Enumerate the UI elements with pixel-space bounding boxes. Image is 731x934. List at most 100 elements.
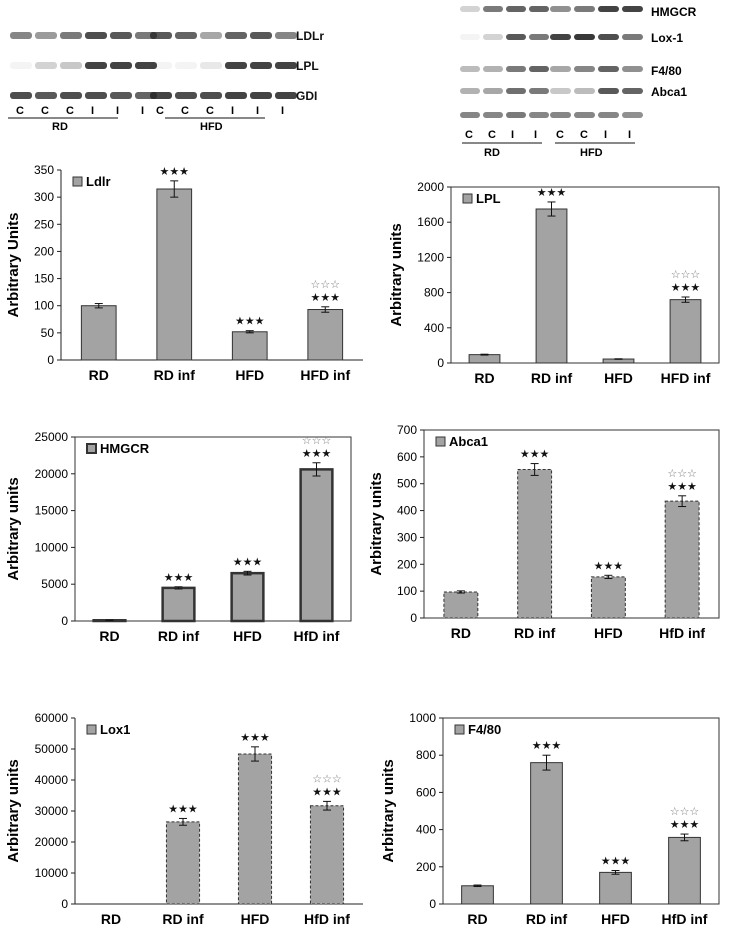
blot-band — [10, 32, 32, 39]
lane-label: I — [256, 105, 259, 117]
significance-marker: ★★★ — [312, 786, 342, 798]
bar — [590, 576, 626, 619]
blot-band — [460, 88, 480, 94]
blot-band — [622, 66, 643, 72]
significance-marker: ★★★ — [159, 166, 189, 178]
blot-band — [550, 34, 571, 40]
bar — [517, 468, 553, 619]
blot-band — [460, 112, 480, 118]
x-tick-label: HFD — [604, 370, 633, 386]
lane-label: I — [281, 105, 284, 117]
y-tick-label: 40000 — [35, 773, 69, 787]
x-tick-label: HFD — [594, 625, 623, 641]
y-tick-label: 200 — [34, 244, 54, 258]
blot-band — [110, 92, 132, 99]
y-tick-label: 200 — [397, 557, 417, 571]
significance-marker: ★★★ — [537, 187, 567, 199]
lane-label: C — [206, 105, 214, 117]
bar — [165, 821, 201, 905]
bar — [307, 309, 344, 361]
blot-band — [85, 92, 107, 99]
y-tick-label: 100 — [34, 299, 54, 313]
y-tick-label: 60000 — [35, 711, 69, 725]
y-tick-label: 800 — [416, 748, 436, 762]
legend-label: LPL — [476, 191, 501, 206]
significance-marker: ★★★ — [168, 803, 198, 815]
blot-band — [225, 32, 247, 39]
x-tick-label: RD — [474, 370, 494, 386]
blot-band — [200, 62, 222, 69]
y-tick-label: 1200 — [417, 250, 444, 264]
blot-band — [200, 32, 222, 39]
bar — [80, 305, 117, 361]
y-tick-label: 50000 — [35, 742, 69, 756]
blot-band — [483, 88, 503, 94]
blot-band — [506, 88, 526, 94]
y-tick-label: 10000 — [35, 540, 69, 554]
y-tick-label: 2000 — [417, 180, 444, 194]
lane-label: I — [511, 129, 514, 141]
lane-label: I — [116, 105, 119, 117]
y-axis-label: Arbitrary units — [380, 759, 397, 862]
chart-ldlr: Arbitrary Units 0 50 100 150 200 250 300 350 Ldlr… — [5, 163, 363, 383]
x-tick-label: RD inf — [154, 367, 196, 383]
significance-marker-hfd: ☆☆☆ — [671, 269, 701, 281]
lane-label: I — [628, 129, 631, 141]
significance-marker: ★★★ — [240, 732, 270, 744]
blot-band — [110, 32, 132, 39]
protein-label: LDLr — [296, 29, 324, 43]
chart-lpl: Arbitrary units 0 400 800 1200 1600 2000 LPL RD ★… — [388, 180, 720, 386]
lane-label: I — [141, 105, 144, 117]
bar — [237, 753, 273, 905]
x-tick-label: HfD inf — [662, 911, 708, 927]
y-tick-label: 600 — [397, 450, 417, 464]
x-tick-label: RD inf — [162, 911, 204, 927]
blot-band — [275, 32, 297, 39]
y-tick-label: 30000 — [35, 804, 69, 818]
x-tick-label: HfD inf — [294, 628, 340, 644]
blot-band — [275, 62, 297, 69]
bar — [461, 885, 494, 905]
blot-band — [483, 6, 503, 12]
significance-marker: ★★★ — [302, 448, 332, 460]
bar — [230, 571, 265, 623]
blot-band — [250, 62, 272, 69]
legend-swatch — [86, 443, 97, 454]
blot-band — [529, 6, 549, 12]
blot-band — [529, 112, 549, 118]
y-tick-label: 0 — [47, 353, 54, 367]
blot-band — [529, 88, 549, 94]
blot-band — [60, 62, 82, 69]
significance-marker-hfd: ☆☆☆ — [312, 773, 342, 785]
significance-marker-hfd: ☆☆☆ — [670, 806, 700, 818]
blot-band — [250, 92, 272, 99]
plot-frame — [450, 186, 720, 364]
significance-marker: ★★★ — [594, 560, 624, 572]
y-tick-label: 300 — [34, 190, 54, 204]
y-tick-label: 50 — [41, 326, 55, 340]
blot-band — [598, 6, 619, 12]
y-axis-label: Arbitrary Units — [5, 212, 22, 317]
protein-label: Abca1 — [651, 85, 687, 99]
legend-swatch — [72, 176, 83, 187]
legend-swatch — [86, 724, 97, 735]
significance-marker: ★★★ — [671, 282, 701, 294]
x-tick-label: RD — [89, 367, 109, 383]
blot-band — [60, 32, 82, 39]
blot-band — [275, 92, 297, 99]
significance-marker: ★★★ — [310, 292, 340, 304]
y-tick-label: 400 — [397, 504, 417, 518]
blot-band — [110, 62, 132, 69]
protein-label: HMGCR — [651, 5, 697, 19]
blot-band — [506, 66, 526, 72]
y-axis-label: Arbitrary units — [5, 477, 22, 580]
x-tick-label: RD inf — [514, 625, 556, 641]
blot-band — [622, 88, 643, 94]
y-tick-label: 600 — [416, 785, 436, 799]
y-tick-label: 20000 — [35, 835, 69, 849]
blot-band — [175, 62, 197, 69]
significance-marker: ★★★ — [164, 572, 194, 584]
x-tick-label: RD inf — [158, 628, 200, 644]
y-tick-label: 100 — [397, 584, 417, 598]
y-tick-label: 5000 — [41, 577, 68, 591]
